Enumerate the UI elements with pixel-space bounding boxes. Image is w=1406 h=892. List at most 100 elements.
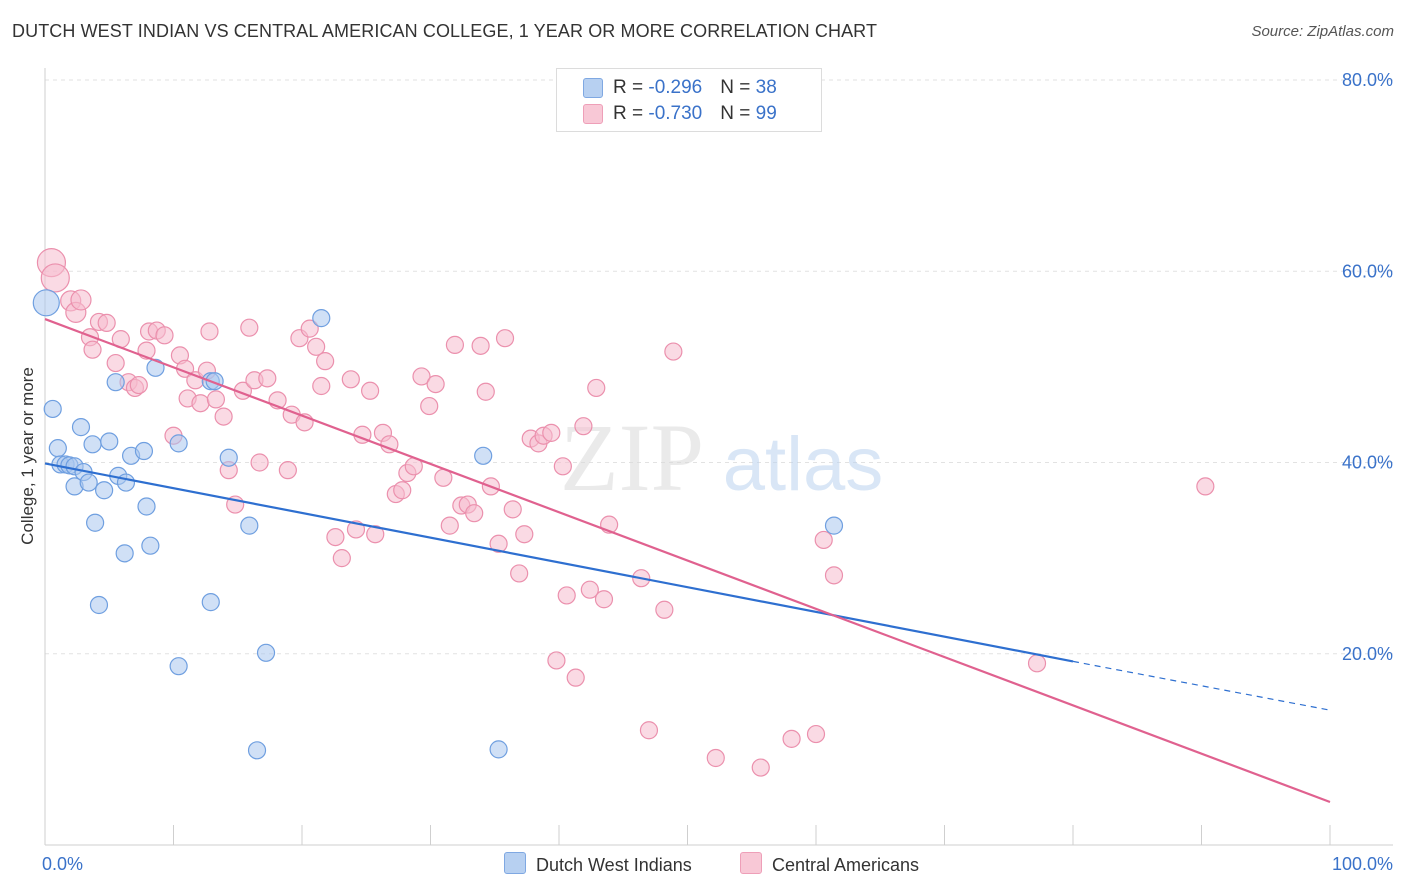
y-tick-label: 60.0%	[1342, 261, 1393, 281]
dutch-west-indian-point	[43, 399, 62, 419]
watermark: ZIP atlas	[560, 404, 883, 511]
correlation-legend: R = -0.296 N = 38 R = -0.730 N = 99	[556, 68, 822, 132]
central-american-point	[412, 367, 431, 386]
central-american-point	[751, 758, 770, 777]
chart-title: DUTCH WEST INDIAN VS CENTRAL AMERICAN CO…	[12, 21, 878, 41]
central-american-point	[300, 319, 319, 338]
central-american-point	[639, 721, 659, 740]
legend-item-dutch-west-indians: Dutch West Indians	[504, 852, 692, 876]
watermark-atlas: atlas	[723, 422, 884, 507]
r-label: R =	[613, 77, 649, 98]
central-american-point	[70, 289, 92, 311]
central-american-point	[155, 326, 174, 345]
central-american-point	[200, 322, 219, 341]
dutch-west-indians-trend-extension	[1072, 660, 1331, 711]
central-americans-points	[36, 248, 1215, 777]
dutch-west-indian-point	[116, 473, 136, 492]
trend-lines	[44, 318, 1331, 803]
central-american-point	[782, 729, 801, 748]
dutch-west-indian-point	[256, 643, 276, 662]
dutch-west-indian-point	[115, 544, 134, 563]
central-american-point	[106, 353, 125, 373]
central-american-point	[445, 335, 465, 354]
central-american-point	[214, 407, 233, 426]
dutch-west-indian-point	[79, 473, 98, 492]
central-american-point	[258, 369, 277, 388]
dutch-west-indian-point	[89, 595, 109, 615]
legend-label: Central Americans	[772, 855, 920, 875]
dutch-west-indian-point	[106, 373, 125, 392]
central-american-point	[706, 748, 725, 768]
pink-swatch	[740, 852, 762, 874]
central-american-point	[515, 525, 534, 544]
central-american-point	[361, 381, 380, 400]
dutch-west-indian-point	[86, 513, 105, 532]
y-tick-label: 40.0%	[1342, 453, 1393, 473]
dutch-west-indian-point	[169, 434, 188, 453]
central-american-point	[542, 423, 561, 442]
central-american-point	[547, 651, 566, 670]
central-american-point	[440, 516, 459, 535]
gridlines	[45, 79, 1393, 655]
central-american-point	[366, 525, 385, 544]
central-american-point	[1196, 477, 1215, 496]
central-american-point	[420, 396, 439, 416]
x-tick-label-min: 0.0%	[42, 854, 83, 874]
central-american-point	[341, 370, 360, 389]
central-american-point	[489, 534, 508, 553]
n-label: N =	[720, 103, 756, 124]
central-americans-trend-line	[44, 318, 1331, 803]
central-american-point	[426, 374, 445, 394]
tick-labels: 20.0% 40.0% 60.0% 80.0% 0.0% 100.0%	[42, 70, 1393, 874]
central-american-point	[580, 580, 599, 599]
r-value: -0.730	[648, 103, 703, 124]
legend-item-central-americans: Central Americans	[740, 852, 919, 876]
central-american-point	[824, 566, 844, 585]
central-american-point	[594, 590, 614, 609]
r-label: R =	[613, 103, 649, 124]
blue-swatch	[504, 852, 526, 874]
central-american-point	[191, 394, 210, 413]
dutch-west-indian-point	[489, 740, 508, 759]
central-american-point	[278, 461, 297, 480]
dutch-west-indian-point	[169, 657, 188, 676]
blue-swatch	[583, 78, 603, 98]
central-american-point	[250, 453, 269, 472]
dutch-west-indian-point	[32, 289, 60, 317]
central-american-point	[83, 340, 102, 359]
dutch-west-indian-point	[146, 358, 165, 377]
dutch-west-indian-point	[95, 481, 114, 500]
central-american-point	[316, 352, 335, 371]
central-american-point	[240, 318, 259, 337]
r-value: -0.296	[648, 77, 703, 98]
central-american-point	[557, 586, 576, 605]
y-tick-label: 20.0%	[1342, 644, 1393, 664]
central-american-point	[574, 417, 593, 436]
x-tick-label-max: 100.0%	[1332, 854, 1393, 874]
axes	[44, 68, 1393, 846]
dutch-west-indian-point	[201, 593, 220, 612]
dutch-west-indian-point	[312, 309, 331, 328]
central-american-point	[332, 549, 351, 568]
dutch-west-indian-point	[141, 536, 160, 555]
dutch-west-indian-point	[83, 435, 102, 454]
central-american-point	[806, 724, 826, 744]
central-american-point	[664, 342, 683, 361]
y-tick-label: 80.0%	[1342, 70, 1393, 90]
central-american-point	[97, 313, 116, 332]
central-american-point	[1027, 654, 1047, 673]
dutch-west-indian-point	[219, 448, 238, 467]
central-american-point	[503, 500, 522, 519]
central-american-point	[307, 337, 326, 356]
dutch-west-indian-point	[134, 441, 154, 461]
n-value: 38	[755, 77, 777, 98]
dutch-west-indian-point	[247, 741, 267, 760]
dutch-west-indians-trend-line	[44, 462, 1074, 663]
central-american-point	[206, 390, 226, 409]
dutch-west-indian-point	[824, 516, 844, 535]
legend-label: Dutch West Indians	[536, 855, 692, 875]
central-american-point	[40, 263, 70, 293]
source-credit: Source: ZipAtlas.com	[1251, 23, 1394, 40]
dutch-west-indian-point	[240, 516, 259, 535]
